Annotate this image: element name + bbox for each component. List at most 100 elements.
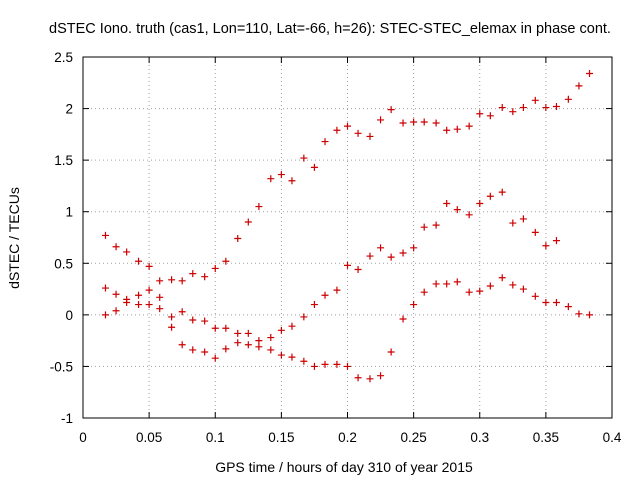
y-tick-label: 1	[65, 205, 73, 220]
y-tick-label: 0	[65, 308, 73, 323]
data-point	[410, 118, 418, 126]
y-tick-label: 1.5	[54, 153, 73, 168]
data-point	[366, 252, 374, 260]
data-point	[552, 103, 560, 111]
data-point	[189, 316, 197, 324]
data-point	[211, 324, 219, 332]
data-point	[101, 284, 109, 292]
data-point	[542, 242, 550, 250]
data-point	[123, 295, 131, 303]
data-point	[178, 308, 186, 316]
x-tick-label: 0.1	[206, 430, 225, 445]
data-point	[156, 305, 164, 313]
y-tick-label: -0.5	[50, 359, 73, 374]
data-point	[542, 104, 550, 112]
data-point	[399, 315, 407, 323]
data-point	[399, 119, 407, 127]
data-point	[476, 287, 484, 295]
data-point	[168, 313, 176, 321]
data-point	[453, 278, 461, 286]
data-point	[201, 273, 209, 281]
data-point	[101, 311, 109, 319]
data-points	[101, 70, 594, 383]
y-tick-label: 2.5	[54, 50, 73, 65]
data-point	[432, 280, 440, 288]
data-point	[586, 70, 594, 78]
data-point	[201, 348, 209, 356]
data-point	[288, 322, 296, 330]
data-point	[288, 177, 296, 185]
data-point	[387, 253, 395, 261]
data-point	[267, 175, 275, 183]
x-tick-label: 0	[79, 430, 87, 445]
data-point	[531, 96, 539, 104]
data-point	[465, 288, 473, 296]
data-point	[267, 346, 275, 354]
data-point	[244, 329, 252, 337]
data-point	[310, 163, 318, 171]
data-point	[310, 301, 318, 309]
data-point	[575, 310, 583, 318]
data-point	[344, 261, 351, 269]
data-point	[410, 244, 418, 252]
data-point	[519, 215, 527, 223]
data-point	[399, 249, 407, 257]
data-point	[288, 353, 296, 361]
data-point	[112, 307, 120, 315]
data-point	[564, 303, 572, 311]
data-point	[277, 326, 285, 334]
data-point	[453, 125, 461, 133]
data-point	[377, 244, 385, 252]
data-point	[443, 126, 451, 134]
data-point	[486, 192, 494, 200]
x-tick-label: 0.05	[136, 430, 162, 445]
data-point	[498, 274, 506, 282]
data-point	[234, 339, 242, 347]
data-point	[519, 104, 527, 112]
data-point	[552, 298, 560, 306]
data-point	[321, 360, 329, 368]
data-point	[509, 281, 517, 289]
data-point	[112, 290, 120, 298]
data-point	[377, 116, 385, 124]
x-tick-labels: 0 0.05 0.1 0.15 0.2 0.25 0.3 0.35 0.4	[79, 430, 622, 445]
data-point	[498, 188, 506, 196]
data-point	[476, 199, 484, 207]
y-tick-labels: -1 -0.5 0 0.5 1 1.5 2 2.5	[50, 50, 73, 426]
plot-frame	[82, 56, 613, 419]
data-point	[123, 248, 131, 256]
data-point	[300, 154, 308, 162]
data-point	[432, 119, 440, 127]
data-point	[333, 286, 341, 294]
data-point	[420, 118, 428, 126]
data-point	[277, 171, 285, 179]
data-point	[201, 317, 209, 325]
data-point	[112, 243, 120, 251]
data-point	[189, 346, 197, 354]
data-point	[420, 288, 428, 296]
data-point	[354, 129, 362, 137]
data-point	[222, 345, 230, 353]
data-point	[564, 95, 572, 103]
data-point	[377, 372, 385, 380]
data-point	[498, 104, 506, 112]
data-point	[333, 126, 341, 134]
data-point	[101, 231, 109, 239]
data-point	[344, 362, 351, 370]
data-point	[234, 329, 242, 337]
data-point	[366, 375, 374, 383]
data-point	[234, 235, 242, 243]
x-axis-label: GPS time / hours of day 310 of year 2015	[215, 459, 473, 475]
data-point	[575, 82, 583, 90]
x-tick-label: 0.4	[603, 430, 622, 445]
data-point	[310, 362, 318, 370]
data-point	[531, 228, 539, 236]
data-point	[168, 323, 176, 331]
chart-title: dSTEC Iono. truth (cas1, Lon=110, Lat=-6…	[49, 21, 611, 37]
y-tick-label: -1	[61, 411, 73, 426]
data-point	[465, 211, 473, 219]
data-point	[486, 282, 494, 290]
data-point	[586, 311, 594, 319]
data-point	[145, 301, 153, 309]
data-point	[300, 313, 308, 321]
